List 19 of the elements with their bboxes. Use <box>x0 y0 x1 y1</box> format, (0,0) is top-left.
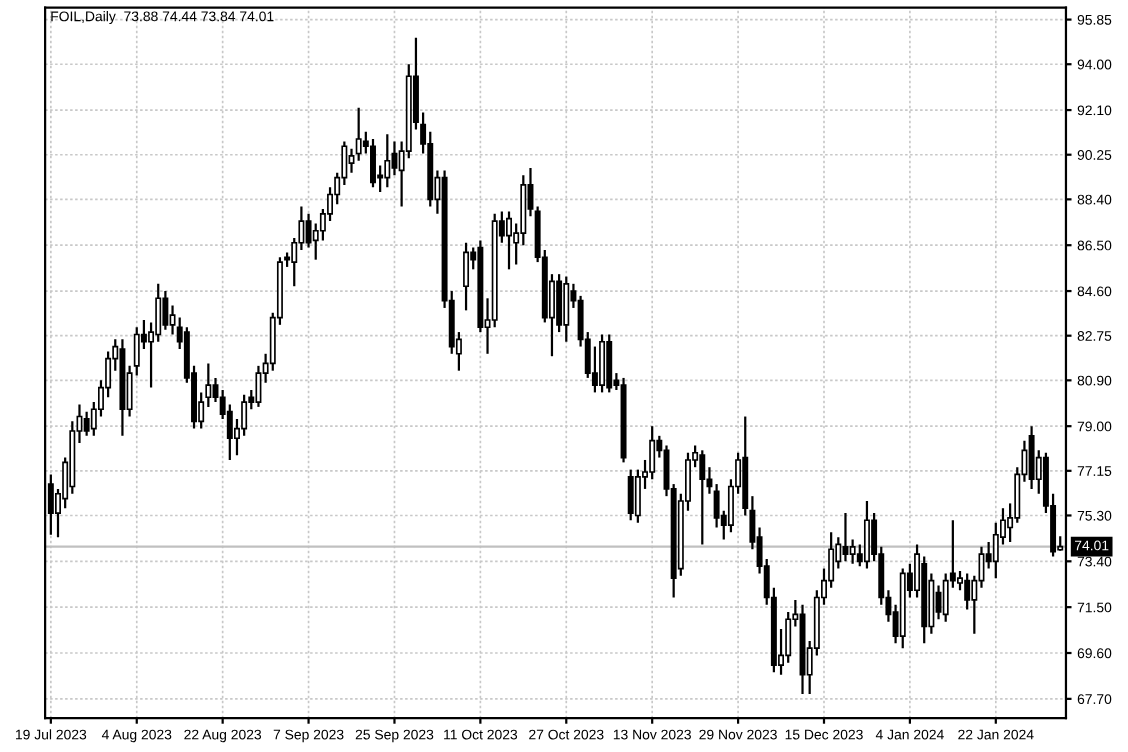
candlestick <box>162 289 169 331</box>
candlestick <box>849 538 856 565</box>
candlestick <box>964 572 971 611</box>
candlestick <box>463 241 470 312</box>
candlestick <box>384 133 391 189</box>
candlestick <box>842 511 849 563</box>
candlestick <box>83 410 90 437</box>
candlestick <box>563 275 570 343</box>
candlestick <box>627 468 634 522</box>
candlestick <box>599 333 606 394</box>
candlestick <box>634 468 641 524</box>
candlestick <box>649 425 656 481</box>
candlestick <box>1028 425 1035 491</box>
candlestick <box>606 333 613 394</box>
candlestick <box>863 499 870 570</box>
candlestick <box>506 210 512 271</box>
candlestick <box>935 584 942 621</box>
candlestick <box>370 137 376 189</box>
candlestick <box>699 449 706 546</box>
